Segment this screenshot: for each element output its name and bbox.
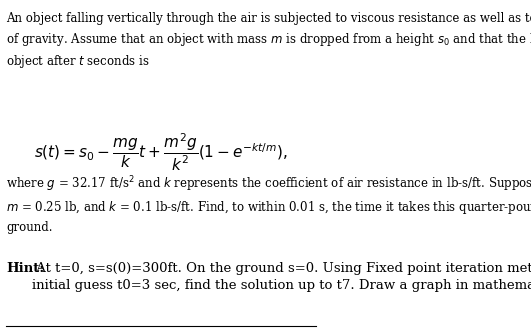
Text: where $g$ = 32.17 ft/s$^2$ and $k$ represents the coefficient of air resistance : where $g$ = 32.17 ft/s$^2$ and $k$ repre… [6,174,531,234]
Text: An object falling vertically through the air is subjected to viscous resistance : An object falling vertically through the… [6,13,531,70]
Text: At t=0, s=s(0)=300ft. On the ground s=0. Using Fixed point iteration method with: At t=0, s=s(0)=300ft. On the ground s=0.… [32,262,531,292]
Text: $s(t) = s_0 - \dfrac{mg}{k}t + \dfrac{m^2g}{k^2}(1 - e^{-kt/m}),$: $s(t) = s_0 - \dfrac{mg}{k}t + \dfrac{m^… [34,132,288,173]
Text: Hint:: Hint: [6,262,44,274]
